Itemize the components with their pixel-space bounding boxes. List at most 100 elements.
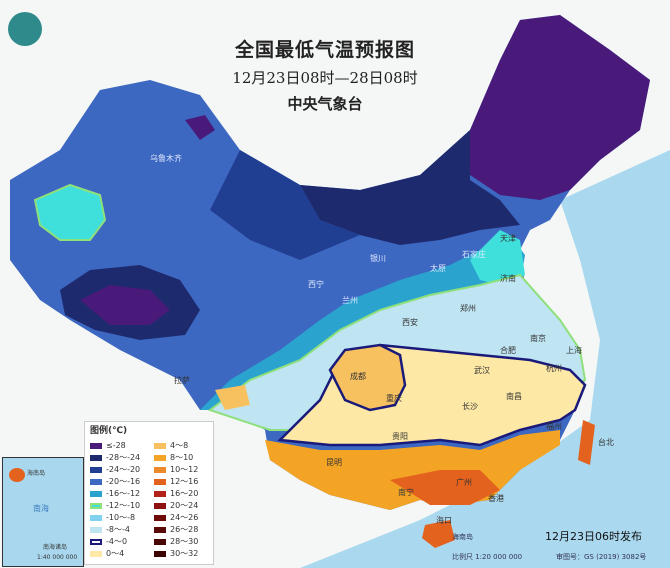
legend-swatch xyxy=(154,503,166,509)
legend-item: 30～32 xyxy=(154,548,213,560)
legend-label: 24～26 xyxy=(170,513,199,522)
legend-swatch xyxy=(154,539,166,545)
city-label: 广州 xyxy=(456,478,472,487)
city-label: 郑州 xyxy=(460,304,476,313)
legend-title: 图例(℃) xyxy=(90,426,128,436)
legend-column: ≤-28 -28～-24 -24～-20 -20～-16 -16～-12 -12～-10 -… xyxy=(85,440,149,560)
scale-text: 比例尺 1:20 000 000 xyxy=(452,553,523,561)
legend-label: -28～-24 xyxy=(106,453,141,462)
legend-label: 12～16 xyxy=(170,477,199,486)
legend-item: -10～-8 xyxy=(90,512,149,524)
legend-swatch xyxy=(90,503,102,509)
city-label: 香港 xyxy=(488,494,504,503)
city-label: 杭州 xyxy=(546,364,562,373)
city-label: 南宁 xyxy=(398,488,414,497)
legend-item: -16～-12 xyxy=(90,488,149,500)
city-label: 海口 xyxy=(436,516,452,525)
map-approval-number: 审图号：GS (2019) 3082号 xyxy=(556,553,647,561)
legend-label: 30～32 xyxy=(170,549,199,558)
legend-item: 12～16 xyxy=(154,476,213,488)
legend-item: 28～30 xyxy=(154,536,213,548)
map-title: 全国最低气温预报图 xyxy=(234,39,415,61)
legend-item: 26～28 xyxy=(154,524,213,536)
legend-swatch xyxy=(154,527,166,533)
legend-item: 0～4 xyxy=(90,548,149,560)
hainan xyxy=(422,520,455,548)
legend-label: 28～30 xyxy=(170,537,199,546)
city-label: 长沙 xyxy=(462,402,478,411)
sea xyxy=(300,150,670,568)
city-label: 台北 xyxy=(598,438,614,447)
legend-label: -8～-4 xyxy=(106,525,130,534)
city-label: 天津 xyxy=(500,234,516,243)
legend-swatch xyxy=(154,467,166,473)
legend-label: 0～4 xyxy=(106,549,125,558)
legend-label: ≤-28 xyxy=(106,441,126,450)
legend-item: -12～-10 xyxy=(90,500,149,512)
legend-swatch xyxy=(90,455,102,461)
city-label: 贵阳 xyxy=(392,432,408,441)
city-label: 重庆 xyxy=(386,394,402,403)
city-label: 上海 xyxy=(566,346,582,355)
city-label: 福州 xyxy=(546,422,562,431)
legend-item: -28～-24 xyxy=(90,452,149,464)
zone-minus24-north xyxy=(300,130,520,245)
legend-item: 4～8 xyxy=(154,440,213,452)
legend-swatch xyxy=(90,479,102,485)
taiwan xyxy=(578,420,595,465)
legend-item: -20～-16 xyxy=(90,476,149,488)
legend-label: 16～20 xyxy=(170,489,199,498)
legend-item: 16～20 xyxy=(154,488,213,500)
legend-label: -20～-16 xyxy=(106,477,141,486)
zone-12-16 xyxy=(390,470,500,505)
legend-swatch xyxy=(154,491,166,497)
cma-logo xyxy=(8,12,42,46)
city-label: 西安 xyxy=(402,318,418,327)
city-label: 南昌 xyxy=(506,392,522,401)
zone-le-minus28-tibet xyxy=(80,285,170,325)
city-label: 拉萨 xyxy=(174,376,190,385)
legend-swatch xyxy=(154,443,166,449)
city-label: 银川 xyxy=(370,254,386,263)
zone-tibet-south-warm xyxy=(215,385,250,410)
city-label: 成都 xyxy=(350,372,366,381)
inset-island-label: 海南岛 xyxy=(27,470,46,477)
legend-label: 8～10 xyxy=(170,453,194,462)
legend-label: 26～28 xyxy=(170,525,199,534)
inset-islands-label: 南海诸岛 xyxy=(43,544,68,551)
city-label: 兰州 xyxy=(342,296,358,305)
legend-swatch xyxy=(90,515,102,521)
legend-swatch xyxy=(90,539,102,545)
city-label: 合肥 xyxy=(500,346,516,355)
city-label: 昆明 xyxy=(326,458,342,467)
inset-sea-label: 南海 xyxy=(33,504,49,513)
legend-item: 24～26 xyxy=(154,512,213,524)
south-china-sea-inset: 海南岛 南海 南海诸岛 1:40 000 000 xyxy=(2,457,84,567)
zone-minus10 xyxy=(470,230,525,285)
city-label: 西宁 xyxy=(308,280,324,289)
legend-item: -4～0 xyxy=(90,536,149,548)
legend-label: -4～0 xyxy=(106,537,128,546)
legend-swatch xyxy=(90,551,102,557)
issued-time: 12月23日06时发布 xyxy=(545,530,642,543)
hainan-label: 海南岛 xyxy=(452,533,473,541)
zone-le-minus28-ne xyxy=(470,15,650,200)
legend-item: 20～24 xyxy=(154,500,213,512)
inset-scale: 1:40 000 000 xyxy=(37,554,78,561)
legend-swatch xyxy=(90,443,102,449)
zone-le-minus28-xinjiang xyxy=(185,115,215,140)
legend-swatch xyxy=(90,527,102,533)
inset-hainan xyxy=(9,468,25,482)
legend-swatch xyxy=(90,491,102,497)
city-label: 乌鲁木齐 xyxy=(150,154,182,163)
city-label: 武汉 xyxy=(474,366,490,375)
legend-item: -24～-20 xyxy=(90,464,149,476)
zone-minus20 xyxy=(210,150,360,260)
legend-label: 4～8 xyxy=(170,441,189,450)
legend-swatch xyxy=(154,551,166,557)
legend: 图例(℃) ≤-28 -28～-24 -24～-20 -20～-16 -16～-12 -1… xyxy=(84,421,214,565)
legend-swatch xyxy=(154,479,166,485)
forecast-period: 12月23日08时—28日08时 xyxy=(232,69,418,87)
legend-label: 10～12 xyxy=(170,465,199,474)
legend-label: 20～24 xyxy=(170,501,199,510)
